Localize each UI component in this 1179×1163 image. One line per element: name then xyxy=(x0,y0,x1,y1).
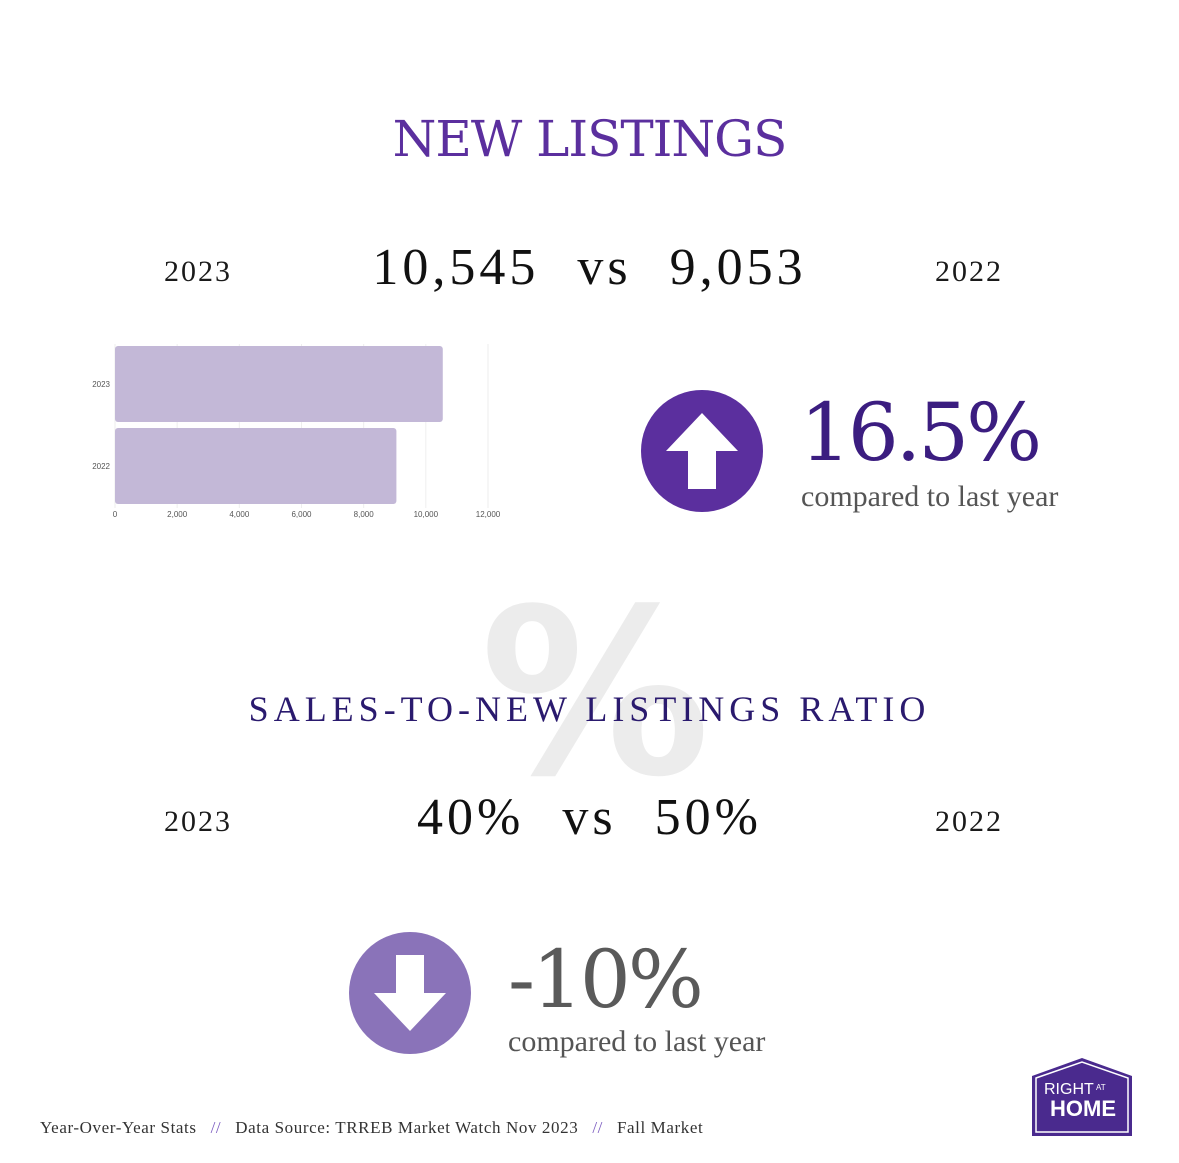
ratio-year-right-label: 2022 xyxy=(935,805,1003,838)
new-listings-bar-chart: 0 2,000 4,000 6,000 8,000 10,000 12,000 2023 202… xyxy=(92,344,501,519)
arrow-up-icon xyxy=(641,390,763,512)
listings-value-2022: 9,053 xyxy=(669,239,807,296)
listings-change-caption: compared to last year xyxy=(801,480,1059,513)
listings-change-value: 16.5% xyxy=(800,386,1042,479)
ratio-value-2023: 40% xyxy=(417,789,525,846)
footer-item-source: Data Source: TRREB Market Watch Nov 2023 xyxy=(235,1118,579,1137)
bar-2023 xyxy=(115,346,443,422)
right-at-home-logo: RIGHT AT HOME xyxy=(1032,1058,1132,1136)
x-tick-label: 2,000 xyxy=(167,510,188,519)
x-tick-label: 12,000 xyxy=(476,510,501,519)
x-tick-label: 8,000 xyxy=(354,510,375,519)
arrow-down-icon xyxy=(349,932,471,1054)
percent-watermark: % xyxy=(480,561,711,828)
y-category-label: 2022 xyxy=(92,462,110,471)
x-tick-label: 4,000 xyxy=(229,510,250,519)
x-tick-label: 6,000 xyxy=(291,510,312,519)
footer: Year-Over-Year Stats // Data Source: TRREB… xyxy=(40,1118,703,1138)
logo-text-home: HOME xyxy=(1050,1096,1116,1121)
ratio-title: SALES-TO-NEW LISTINGS RATIO xyxy=(248,689,931,729)
ratio-vs-label: vs xyxy=(562,789,617,846)
year-left-label: 2023 xyxy=(164,255,232,288)
listings-comparison: 10,545 vs 9,053 xyxy=(0,238,1179,297)
page-title: NEW LISTINGS xyxy=(392,110,788,168)
bar-2022 xyxy=(115,428,397,504)
ratio-change-value: -10% xyxy=(508,933,704,1026)
x-tick-label: 0 xyxy=(113,510,118,519)
year-right-label: 2022 xyxy=(935,255,1003,288)
ratio-value-2022: 50% xyxy=(654,789,762,846)
logo-text-at: AT xyxy=(1096,1083,1106,1092)
x-tick-label: 10,000 xyxy=(414,510,439,519)
ratio-change-caption: compared to last year xyxy=(508,1025,766,1058)
footer-separator: // xyxy=(592,1118,603,1137)
footer-item-market: Fall Market xyxy=(616,1118,704,1137)
listings-value-2023: 10,545 xyxy=(372,239,540,296)
footer-separator: // xyxy=(210,1118,222,1137)
y-category-label: 2023 xyxy=(92,380,110,389)
ratio-comparison: 40% vs 50% xyxy=(0,788,1179,847)
logo-text-right: RIGHT xyxy=(1044,1081,1094,1098)
ratio-year-left-label: 2023 xyxy=(164,805,232,838)
vs-label: vs xyxy=(577,239,632,296)
footer-item-stats: Year-Over-Year Stats xyxy=(40,1118,197,1137)
